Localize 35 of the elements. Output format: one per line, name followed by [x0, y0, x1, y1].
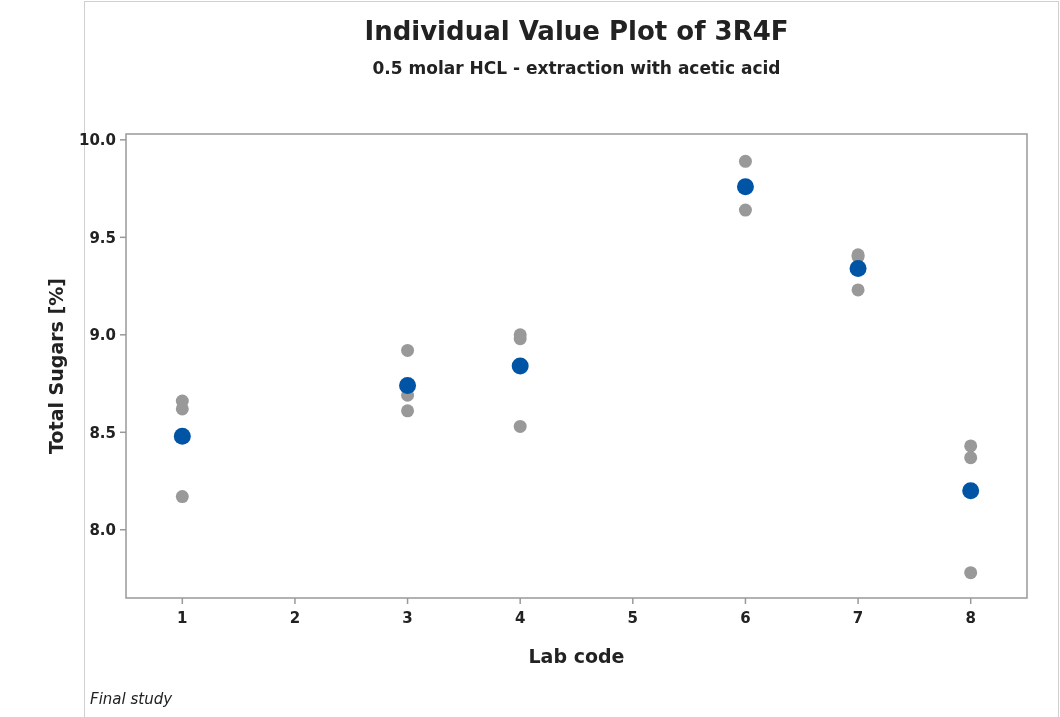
- x-tick-label: 7: [852, 609, 864, 627]
- chart-subtitle: 0.5 molar HCL - extraction with acetic acid: [372, 58, 781, 78]
- point: [849, 260, 867, 278]
- point: [513, 419, 527, 433]
- point: [511, 357, 529, 375]
- point: [964, 566, 978, 580]
- x-tick-label: 1: [177, 609, 188, 627]
- y-tick-label: 9.0: [89, 326, 116, 345]
- point: [401, 404, 415, 418]
- x-tick-label: 5: [627, 609, 639, 627]
- point: [964, 439, 978, 453]
- x-tick-label: 4: [514, 609, 526, 627]
- point: [962, 482, 980, 500]
- x-tick-label: 6: [740, 609, 751, 627]
- x-axis-title: Lab code: [528, 645, 625, 667]
- point: [738, 154, 752, 168]
- point: [173, 427, 191, 445]
- y-tick-label: 10.0: [78, 131, 116, 150]
- x-tick-label: 8: [965, 609, 976, 627]
- point: [401, 343, 415, 357]
- chart-title: Individual Value Plot of 3R4F: [364, 16, 789, 46]
- x-tick-label: 3: [402, 609, 413, 627]
- text: Final study: [90, 690, 174, 708]
- x-tick-label: 2: [289, 609, 301, 627]
- point: [851, 283, 865, 297]
- y-tick-label: 8.5: [89, 423, 116, 442]
- point: [175, 490, 189, 504]
- point: [399, 377, 417, 394]
- point: [175, 402, 189, 416]
- point: [736, 178, 754, 196]
- y-axis-title: Total Sugars [%]: [45, 278, 67, 454]
- point: [964, 451, 978, 465]
- y-tick-label: 8.0: [89, 521, 116, 540]
- point: [738, 203, 752, 217]
- y-tick-label: 9.5: [89, 228, 116, 247]
